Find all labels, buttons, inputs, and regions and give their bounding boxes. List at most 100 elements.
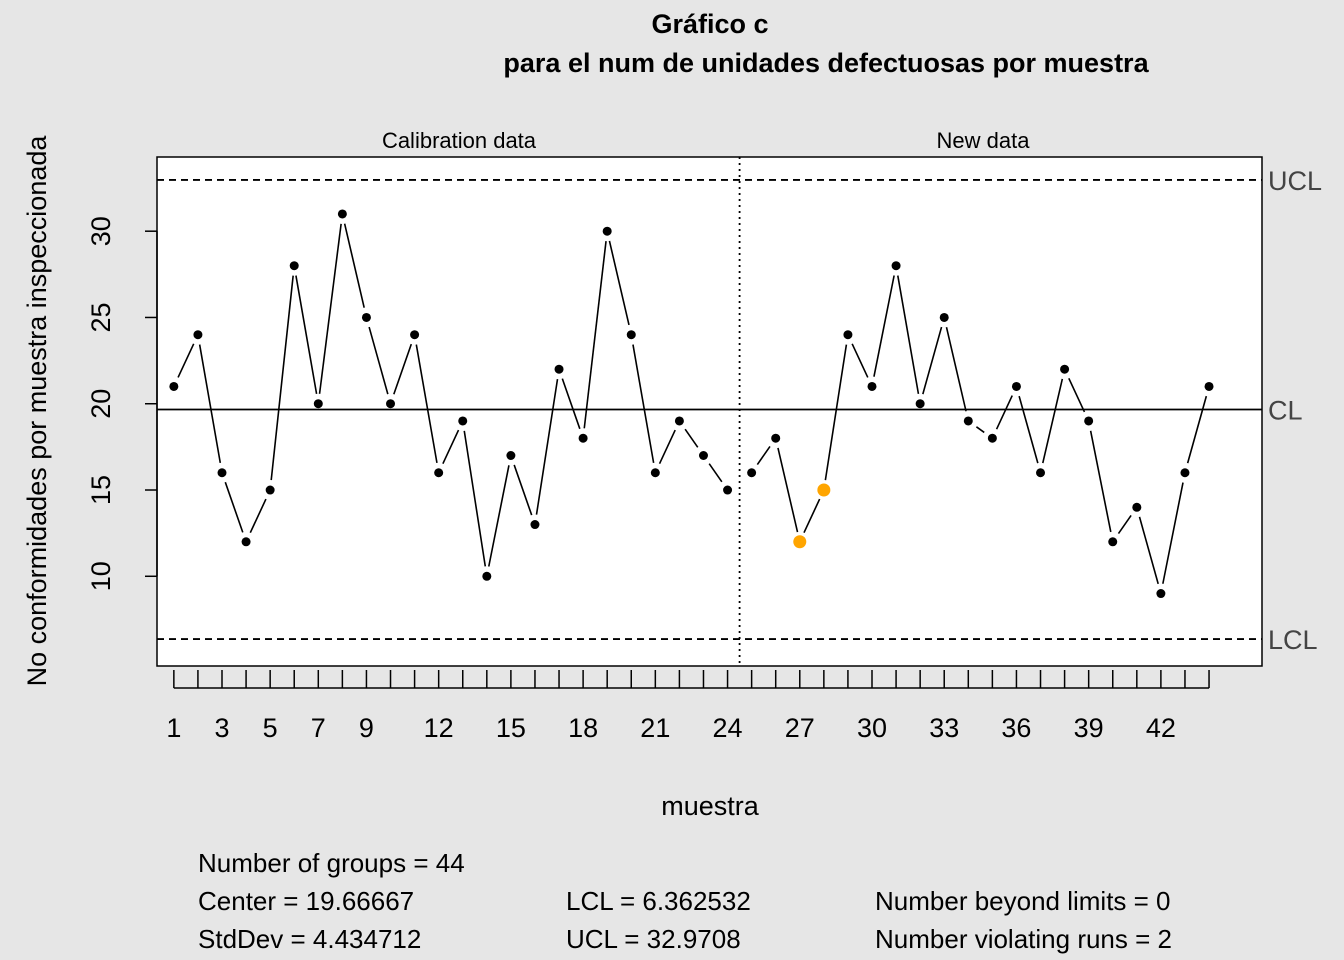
violating-point xyxy=(817,483,831,497)
data-point xyxy=(1108,537,1118,547)
series-segment xyxy=(513,464,533,516)
violating-point xyxy=(793,535,807,549)
series-segment xyxy=(851,343,869,378)
series-segment xyxy=(1138,516,1159,585)
data-point xyxy=(169,381,179,391)
data-point xyxy=(1060,364,1070,374)
series-segment xyxy=(945,327,967,412)
stat-stddev: StdDev = 4.434712 xyxy=(198,924,422,954)
series-segment xyxy=(897,275,920,395)
series-segment xyxy=(1162,482,1184,584)
plot-area xyxy=(156,156,1263,667)
series-segment xyxy=(463,430,487,567)
stat-ucl: UCL = 32.9708 xyxy=(566,924,741,954)
series-segment xyxy=(561,378,581,430)
series-segment xyxy=(1068,377,1086,413)
cl-label: CL xyxy=(1268,395,1303,425)
x-tick-label: 12 xyxy=(424,713,454,743)
series-segment xyxy=(270,275,294,481)
series-segment xyxy=(249,498,267,534)
y-tick-label: 25 xyxy=(86,302,116,332)
series-segment xyxy=(1042,378,1064,464)
data-point xyxy=(337,209,347,219)
series-segment xyxy=(1117,515,1132,535)
series-segment xyxy=(487,465,510,567)
data-point xyxy=(891,261,901,271)
x-tick-label: 24 xyxy=(713,713,743,743)
series-segment xyxy=(995,395,1013,430)
stat-center: Center = 19.66667 xyxy=(198,886,415,916)
series-segment xyxy=(824,344,848,481)
data-point xyxy=(1036,468,1046,478)
data-point xyxy=(1011,381,1021,391)
series-segment xyxy=(632,344,655,464)
series-segment xyxy=(393,343,413,395)
data-point xyxy=(771,433,781,443)
series-layer xyxy=(169,209,1214,599)
x-tick-label: 33 xyxy=(929,713,959,743)
series-segment xyxy=(343,223,365,308)
data-point xyxy=(723,485,733,495)
data-point xyxy=(963,416,973,426)
y-tick-label: 15 xyxy=(86,475,116,505)
data-point xyxy=(1204,381,1214,391)
y-tick-label: 30 xyxy=(86,216,116,246)
stat-beyond-limits: Number beyond limits = 0 xyxy=(875,886,1171,916)
series-segment xyxy=(922,326,943,395)
lcl-label: LCL xyxy=(1268,625,1318,655)
y-axis-label: No conformidades por muestra inspecciona… xyxy=(22,135,52,687)
data-point xyxy=(843,330,853,340)
x-tick-label: 39 xyxy=(1074,713,1104,743)
series-segment xyxy=(975,426,985,434)
stat-violating-runs: Number violating runs = 2 xyxy=(875,924,1172,954)
series-segment xyxy=(224,481,244,533)
series-segment xyxy=(1018,395,1039,464)
series-segment xyxy=(295,275,318,395)
series-segment xyxy=(177,343,195,378)
data-point xyxy=(313,399,323,409)
data-point xyxy=(458,416,468,426)
data-point xyxy=(987,433,997,443)
data-point xyxy=(650,468,660,478)
data-point xyxy=(747,468,757,478)
x-tick-label: 1 xyxy=(166,713,181,743)
data-point xyxy=(554,364,564,374)
series-segment xyxy=(318,223,342,394)
x-axis: 1 3 5 7 9 12 15 18 21 24 27 30 33 36 39 42 xyxy=(166,670,1210,743)
chart-title: Gráfico c xyxy=(651,9,768,39)
series-segment xyxy=(583,241,607,429)
chart-subtitle: para el num de unidades defectuosas por … xyxy=(503,48,1149,78)
data-point xyxy=(217,468,227,478)
data-point xyxy=(602,226,612,236)
stat-lcl: LCL = 6.362532 xyxy=(566,886,751,916)
x-tick-label: 9 xyxy=(359,713,374,743)
series-segment xyxy=(658,429,676,465)
x-tick-label: 30 xyxy=(857,713,887,743)
data-point xyxy=(289,261,299,271)
series-segment xyxy=(415,344,438,464)
data-point xyxy=(193,330,203,340)
data-point xyxy=(939,312,949,322)
series-segment xyxy=(535,378,559,515)
data-point xyxy=(361,312,371,322)
panel-label-new: New data xyxy=(937,128,1031,153)
data-point xyxy=(1084,416,1094,426)
x-tick-label: 21 xyxy=(640,713,670,743)
data-point xyxy=(674,416,684,426)
data-point xyxy=(482,571,492,581)
series-segment xyxy=(684,428,699,448)
data-point xyxy=(265,485,275,495)
y-tick-label: 10 xyxy=(86,561,116,591)
series-segment xyxy=(1186,395,1208,464)
x-tick-label: 3 xyxy=(214,713,229,743)
x-axis-label: muestra xyxy=(661,791,760,821)
x-tick-label: 36 xyxy=(1001,713,1031,743)
x-tick-label: 42 xyxy=(1146,713,1176,743)
y-axis: 10 15 20 25 30 xyxy=(86,216,158,591)
data-point xyxy=(241,537,251,547)
data-point xyxy=(1180,468,1190,478)
data-point xyxy=(1132,502,1142,512)
data-point xyxy=(506,450,516,460)
data-point xyxy=(698,450,708,460)
series-segment xyxy=(708,463,723,483)
